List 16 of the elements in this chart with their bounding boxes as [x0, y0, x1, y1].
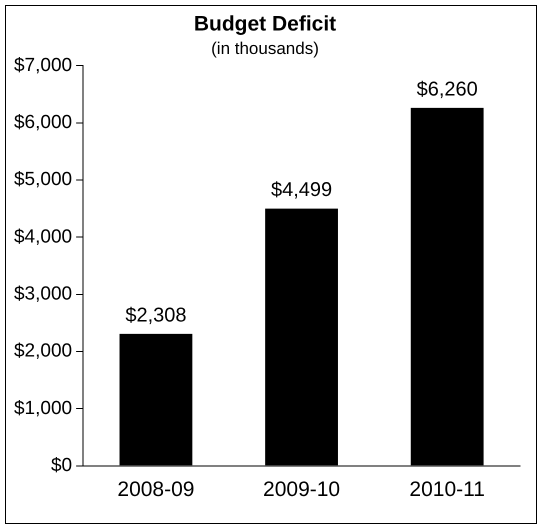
y-tick-label: $0	[50, 455, 72, 476]
data-label: $6,260	[416, 78, 478, 100]
data-label: $4,499	[270, 179, 332, 202]
y-tick-label: $7,000	[14, 54, 72, 76]
y-tick-label: $5,000	[14, 169, 72, 190]
y-tick-label: $2,000	[14, 340, 72, 362]
y-tick-label: $4,000	[14, 226, 72, 248]
chart-subtitle: (in thousands)	[211, 39, 319, 58]
x-tick-label: 2010-11	[409, 478, 485, 502]
x-tick-label: 2008-09	[117, 478, 194, 502]
x-tick-label: 2009-10	[263, 478, 340, 502]
chart-title: Budget Deficit	[194, 12, 336, 36]
y-tick-label: $1,000	[14, 398, 72, 419]
y-tick-label: $6,000	[14, 112, 72, 134]
y-tick-label: $3,000	[14, 284, 72, 305]
data-label: $2,308	[125, 304, 187, 326]
